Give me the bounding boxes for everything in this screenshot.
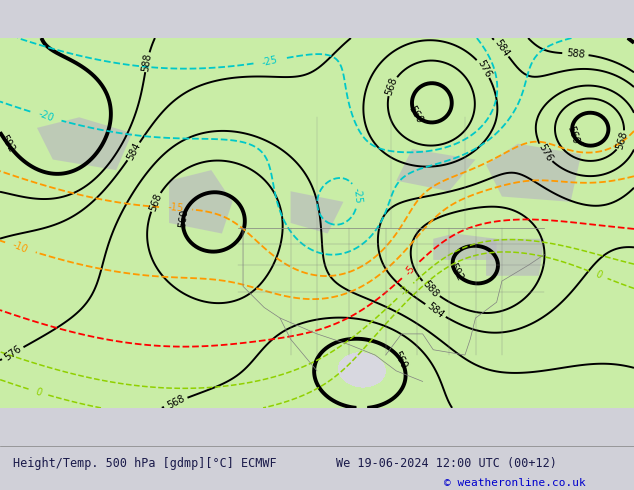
Text: 588: 588 (141, 52, 153, 72)
Text: 560: 560 (177, 208, 190, 228)
Text: 592: 592 (0, 133, 16, 154)
Text: -25: -25 (351, 188, 363, 204)
Text: 568: 568 (384, 76, 399, 97)
Text: 584: 584 (493, 38, 511, 58)
Text: -20: -20 (37, 109, 55, 124)
Text: -2: -2 (398, 284, 412, 298)
Text: 568: 568 (165, 393, 186, 411)
Text: 560: 560 (406, 104, 425, 125)
Polygon shape (37, 117, 132, 170)
Text: 592: 592 (447, 262, 464, 283)
Polygon shape (169, 170, 233, 234)
Text: 588: 588 (421, 279, 441, 299)
Text: 0: 0 (593, 269, 604, 281)
Text: -5: -5 (403, 264, 417, 278)
Text: 584: 584 (125, 141, 142, 162)
Text: We 19-06-2024 12:00 UTC (00+12): We 19-06-2024 12:00 UTC (00+12) (336, 457, 557, 469)
Text: 588: 588 (566, 48, 585, 60)
Polygon shape (290, 191, 344, 234)
Text: 584: 584 (425, 301, 446, 320)
Polygon shape (433, 234, 496, 260)
Text: 560: 560 (566, 124, 581, 145)
Text: 576: 576 (536, 142, 553, 163)
Text: 576: 576 (475, 58, 493, 79)
Text: -15: -15 (167, 202, 184, 214)
Text: 0: 0 (34, 386, 43, 398)
Polygon shape (486, 239, 544, 276)
Text: 568: 568 (147, 192, 164, 213)
Polygon shape (486, 144, 581, 202)
Text: 576: 576 (3, 343, 23, 363)
Text: -25: -25 (261, 54, 279, 68)
Polygon shape (396, 149, 476, 191)
Text: -10: -10 (11, 240, 30, 255)
Text: 568: 568 (615, 130, 630, 150)
Text: 560: 560 (392, 349, 409, 370)
Text: Height/Temp. 500 hPa [gdmp][°C] ECMWF: Height/Temp. 500 hPa [gdmp][°C] ECMWF (13, 457, 276, 469)
Text: © weatheronline.co.uk: © weatheronline.co.uk (444, 478, 586, 488)
